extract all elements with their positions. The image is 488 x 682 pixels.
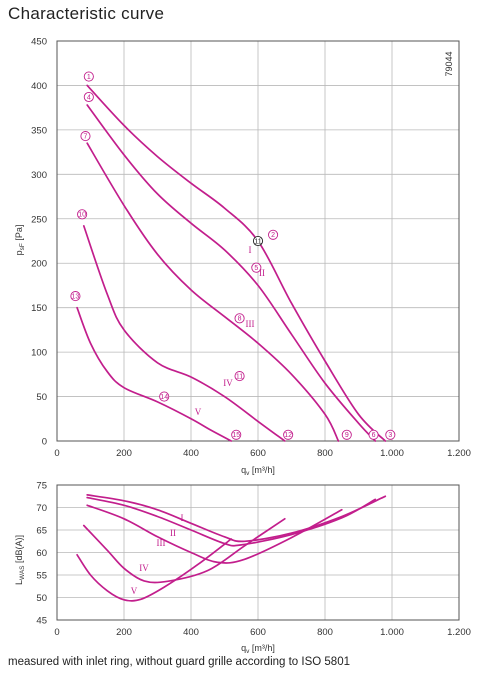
operating-point-label: 8 <box>238 316 242 323</box>
footnote: measured with inlet ring, without guard … <box>8 656 350 668</box>
series-label-v: V <box>195 407 202 417</box>
y-axis-label: LWAS [dB(A)] <box>14 535 26 585</box>
operating-point-marker <box>83 71 94 82</box>
operating-point-marker <box>159 391 170 402</box>
x-tick-label: 800 <box>317 627 333 638</box>
series-line-iii <box>86 504 343 564</box>
y-tick-label: 45 <box>36 616 47 627</box>
operating-point-label: 5 <box>254 265 258 272</box>
x-tick-label: 400 <box>183 448 199 459</box>
y-tick-label: 200 <box>31 259 47 270</box>
operating-point-label: 4 <box>87 94 91 101</box>
page-title: Characteristic curve <box>8 4 165 23</box>
operating-point-label: 14 <box>160 394 168 401</box>
operating-point-marker <box>234 313 245 324</box>
y-tick-label: 250 <box>31 214 47 225</box>
series-label-ii: II <box>170 528 176 538</box>
operating-point-marker <box>368 429 379 440</box>
x-tick-label: 800 <box>317 448 333 459</box>
operating-point-label: 9 <box>345 432 349 439</box>
x-axis-label: qv [m³/h] <box>241 465 275 477</box>
y-tick-label: 450 <box>31 37 47 48</box>
series-line-i <box>86 494 387 543</box>
operating-point-marker <box>283 429 294 440</box>
x-tick-label: 200 <box>116 448 132 459</box>
series-label-ii: II <box>259 268 265 278</box>
series-line-iv <box>82 225 286 442</box>
operating-point-marker <box>234 371 245 382</box>
operating-point-label: 3 <box>388 432 392 439</box>
operating-point-label: 7 <box>84 134 88 141</box>
operating-point-label: 13 <box>72 294 80 301</box>
series-label-iv: IV <box>223 378 233 388</box>
operating-point-label: 11 <box>254 238 261 245</box>
y-tick-label: 150 <box>31 303 47 314</box>
series-label-v: V <box>131 586 138 596</box>
pressure-chart <box>56 40 460 442</box>
x-tick-label: 0 <box>54 448 59 459</box>
operating-point-marker <box>80 131 91 142</box>
operating-point-marker <box>252 235 264 247</box>
x-tick-label: 400 <box>183 627 199 638</box>
operating-point-label: 10 <box>78 212 86 219</box>
sound-chart <box>56 484 460 621</box>
operating-point-label: 11 <box>236 374 243 381</box>
plot-frame <box>56 484 460 621</box>
series-label-iii: III <box>157 538 166 548</box>
operating-point-marker <box>77 209 88 220</box>
series-line-iv <box>82 517 286 584</box>
y-tick-label: 350 <box>31 125 47 136</box>
y-tick-label: 100 <box>31 348 47 359</box>
y-tick-label: 70 <box>36 503 47 514</box>
series-line-v <box>76 538 233 602</box>
y-tick-label: 65 <box>36 526 47 537</box>
operating-point-marker <box>341 429 352 440</box>
operating-point-label: 15 <box>232 432 240 439</box>
y-tick-label: 60 <box>36 548 47 559</box>
operating-point-label: 2 <box>271 232 275 239</box>
y-tick-label: 50 <box>36 392 47 403</box>
operating-point-marker <box>231 429 242 440</box>
x-tick-label: 1.200 <box>447 448 471 459</box>
series-line-iii <box>86 142 340 442</box>
y-tick-label: 75 <box>36 481 47 492</box>
x-tick-label: 600 <box>250 448 266 459</box>
operating-point-marker <box>385 429 396 440</box>
series-label-i: I <box>181 513 184 523</box>
plot-frame <box>56 40 460 442</box>
operating-point-marker <box>83 91 94 103</box>
y-tick-label: 300 <box>31 170 47 181</box>
series-line-v <box>76 306 233 442</box>
figure-code: 79044 <box>444 51 454 76</box>
y-tick-label: 50 <box>36 593 47 604</box>
series-label-i: I <box>249 245 252 255</box>
x-tick-label: 0 <box>54 627 59 638</box>
operating-point-marker <box>268 229 279 240</box>
operating-point-label: 12 <box>284 432 292 439</box>
operating-point-marker <box>251 262 262 273</box>
x-tick-label: 1.200 <box>447 627 471 638</box>
x-tick-label: 1.000 <box>380 627 404 638</box>
series-line-ii <box>86 104 377 442</box>
operating-point-label: 6 <box>372 432 376 439</box>
y-tick-label: 0 <box>42 437 47 448</box>
x-axis-label: qv [m³/h] <box>241 643 275 655</box>
y-axis-label: psF [Pa] <box>14 225 26 256</box>
x-tick-label: 1.000 <box>380 448 404 459</box>
operating-point-marker <box>70 291 81 302</box>
series-label-iii: III <box>246 319 255 329</box>
x-tick-label: 600 <box>250 627 266 638</box>
series-line-i <box>86 84 387 442</box>
x-tick-label: 200 <box>116 627 132 638</box>
series-label-iv: IV <box>139 563 149 573</box>
operating-point-label: 1 <box>87 74 91 81</box>
y-tick-label: 400 <box>31 81 47 92</box>
y-tick-label: 55 <box>36 571 47 582</box>
